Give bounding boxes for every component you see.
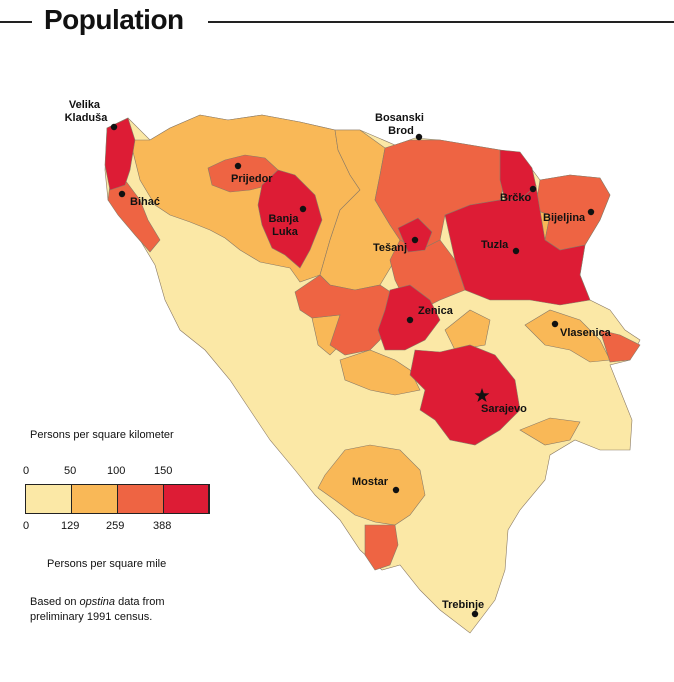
legend-swatch-class2: [71, 484, 118, 514]
legend-km-tick-3: 150: [154, 465, 173, 477]
bosanski-brod-marker: [415, 133, 423, 141]
label-banja-luka: Banja Luka: [268, 213, 301, 238]
legend-swatch-class1: [25, 484, 72, 514]
legend-mi-tick-3: 388: [153, 520, 172, 532]
region-class4-banja-luka: [257, 169, 323, 269]
label-bihac: Bihać: [130, 196, 160, 208]
tuzla-marker: [512, 247, 520, 255]
region-class4-velika-kladusa: [104, 117, 136, 191]
label-sarajevo: Sarajevo: [481, 403, 527, 415]
legend-note-line1: Based on opstina data from: [30, 596, 165, 608]
label-brcko: Brčko: [500, 192, 531, 204]
bihac-marker: [118, 190, 126, 198]
legend-note-italic: opstina: [79, 596, 116, 608]
bijeljina-marker: [587, 208, 595, 216]
tesanj-marker: [411, 236, 419, 244]
title-rule-right: [208, 21, 674, 23]
legend-km-tick-0: 0: [23, 465, 30, 477]
prijedor-marker: [234, 162, 242, 170]
legend-swatch-class3: [117, 484, 164, 514]
label-tuzla: Tuzla: [481, 239, 509, 251]
legend-note-line2: preliminary 1991 census.: [30, 611, 153, 623]
legend-mi-tick-2: 259: [106, 520, 125, 532]
legend-mi-tick-1: 129: [61, 520, 80, 532]
banja-luka-marker: [299, 205, 307, 213]
legend-swatch-class4: [163, 484, 210, 514]
region-class2-se: [444, 309, 491, 351]
region-class3-bihac: [107, 179, 161, 253]
legend-note-suffix: data from: [115, 596, 165, 608]
zenica-marker: [406, 316, 414, 324]
label-tesanj: Tešanj: [373, 242, 407, 254]
label-vlasenica: Vlasenica: [560, 327, 612, 339]
mostar-marker: [392, 486, 400, 494]
vlasenica-marker: [551, 320, 559, 328]
velika-kladusa-marker: [110, 123, 118, 131]
region-class2-mid-south: [339, 349, 421, 396]
label-bosanski-brod: Bosanski Brod: [375, 112, 427, 137]
legend-km-tick-2: 100: [107, 465, 126, 477]
city-markers: [110, 123, 595, 618]
legend-mi-title: Persons per square mile: [47, 558, 167, 570]
legend-mi-tick-0: 0: [23, 520, 30, 532]
legend-km-title: Persons per square kilometer: [30, 429, 174, 441]
label-mostar: Mostar: [352, 476, 389, 488]
region-class3-south-mostar: [364, 524, 399, 571]
trebinje-marker: [471, 610, 479, 618]
region-class2-mostar: [317, 444, 426, 526]
region-class3-west-central: [294, 274, 396, 356]
label-prijedor: Prijedor: [231, 173, 273, 185]
sarajevo-capital-star-icon: [474, 388, 490, 402]
region-class4-tesanj: [397, 217, 433, 253]
region-class4-sarajevo: [409, 344, 521, 446]
brcko-marker: [529, 185, 537, 193]
region-class4-tuzla: [444, 185, 591, 306]
label-trebinje: Trebinje: [442, 599, 484, 611]
map-title: Population: [44, 4, 184, 35]
label-zenica: Zenica: [418, 305, 454, 317]
legend-note-prefix: Based on: [30, 596, 80, 608]
region-class2-south-east: [519, 417, 581, 446]
label-velika-kladusa: Velika Kladuša: [65, 99, 109, 124]
region-class3-east: [599, 329, 641, 363]
label-bijeljina: Bijeljina: [543, 212, 586, 224]
legend-km-tick-1: 50: [64, 465, 77, 477]
title-rule-left: [0, 21, 32, 23]
